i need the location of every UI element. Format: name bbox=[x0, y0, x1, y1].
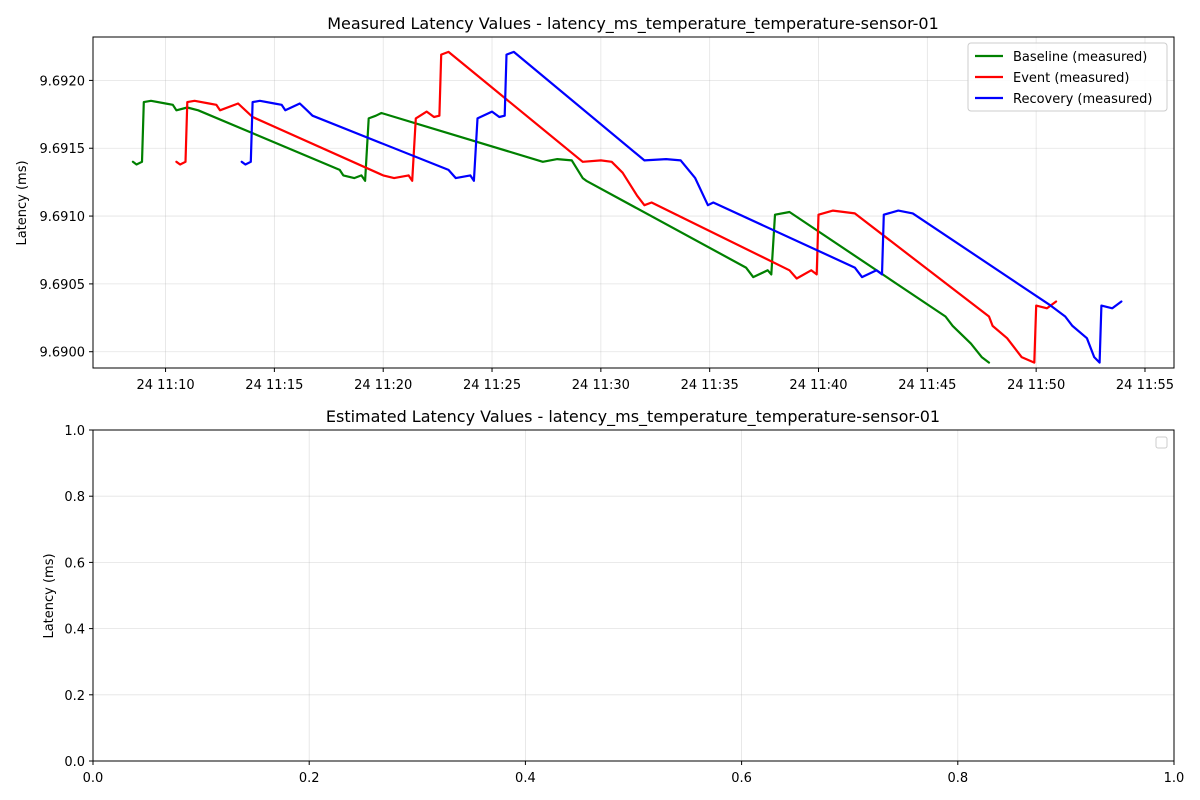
estimated-y-tick-label: 0.8 bbox=[64, 490, 85, 505]
legend-label-recovery: Recovery (measured) bbox=[1013, 92, 1153, 107]
measured-x-tick-label: 24 11:40 bbox=[789, 378, 847, 393]
measured-x-tick-label: 24 11:45 bbox=[898, 378, 956, 393]
estimated-plot-frame bbox=[92, 429, 1175, 762]
estimated-y-tick-label: 0.6 bbox=[64, 556, 85, 571]
measured-x-tick-label: 24 11:55 bbox=[1116, 378, 1174, 393]
measured-x-tick-label: 24 11:15 bbox=[245, 378, 303, 393]
estimated-y-tick-label: 1.0 bbox=[64, 424, 85, 439]
measured-x-tick-label: 24 11:35 bbox=[681, 378, 739, 393]
estimated-y-tick-label: 0.2 bbox=[64, 689, 85, 704]
estimated-y-tick-label: 0.4 bbox=[64, 623, 85, 638]
measured-x-tick-label: 24 11:50 bbox=[1007, 378, 1065, 393]
measured-latency-plot: Measured Latency Values - latency_ms_tem… bbox=[15, 14, 1175, 393]
measured-y-tick-label: 9.6915 bbox=[40, 142, 86, 157]
measured-x-tick-label: 24 11:10 bbox=[136, 378, 194, 393]
series-line-recovery bbox=[240, 50, 1123, 364]
estimated-y-axis: 0.0 0.2 0.4 0.6 0.8 1.0 bbox=[64, 424, 93, 770]
measured-x-axis: 24 11:10 24 11:15 24 11:20 24 11:25 24 11:30… bbox=[136, 368, 1174, 393]
estimated-x-tick-label: 0.6 bbox=[731, 771, 752, 786]
measured-chart-title: Measured Latency Values - latency_ms_tem… bbox=[327, 14, 939, 34]
measured-series-lines bbox=[131, 50, 1123, 364]
estimated-latency-plot: Estimated Latency Values - latency_ms_te… bbox=[42, 407, 1184, 786]
estimated-x-tick-label: 1.0 bbox=[1164, 771, 1185, 786]
legend-label-event: Event (measured) bbox=[1013, 71, 1129, 86]
estimated-x-tick-label: 0.0 bbox=[83, 771, 104, 786]
measured-x-tick-label: 24 11:25 bbox=[463, 378, 521, 393]
measured-x-tick-label: 24 11:30 bbox=[572, 378, 630, 393]
legend-label-baseline: Baseline (measured) bbox=[1013, 50, 1147, 65]
measured-plot-frame bbox=[92, 36, 1175, 369]
estimated-x-axis: 0.0 0.2 0.4 0.6 0.8 1.0 bbox=[83, 761, 1185, 786]
measured-y-axis-label: Latency (ms) bbox=[15, 160, 30, 245]
estimated-x-tick-label: 0.2 bbox=[299, 771, 320, 786]
measured-y-axis: 9.6900 9.6905 9.6910 9.6915 9.6920 bbox=[40, 74, 93, 361]
estimated-y-axis-label: Latency (ms) bbox=[42, 553, 57, 638]
measured-x-tick-label: 24 11:20 bbox=[354, 378, 412, 393]
series-line-event bbox=[175, 50, 1058, 364]
measured-legend: Baseline (measured) Event (measured) Recov… bbox=[967, 42, 1168, 112]
estimated-x-tick-label: 0.8 bbox=[947, 771, 968, 786]
measured-y-tick-label: 9.6920 bbox=[40, 74, 86, 89]
estimated-legend-box bbox=[1155, 436, 1168, 449]
measured-y-tick-label: 9.6905 bbox=[40, 278, 86, 293]
estimated-x-tick-label: 0.4 bbox=[515, 771, 536, 786]
estimated-chart-title: Estimated Latency Values - latency_ms_te… bbox=[326, 407, 940, 427]
estimated-y-tick-label: 0.0 bbox=[64, 755, 85, 770]
measured-y-tick-label: 9.6900 bbox=[40, 346, 86, 361]
measured-y-tick-label: 9.6910 bbox=[40, 210, 86, 225]
series-line-baseline bbox=[131, 99, 991, 364]
measured-legend-box bbox=[967, 42, 1168, 112]
